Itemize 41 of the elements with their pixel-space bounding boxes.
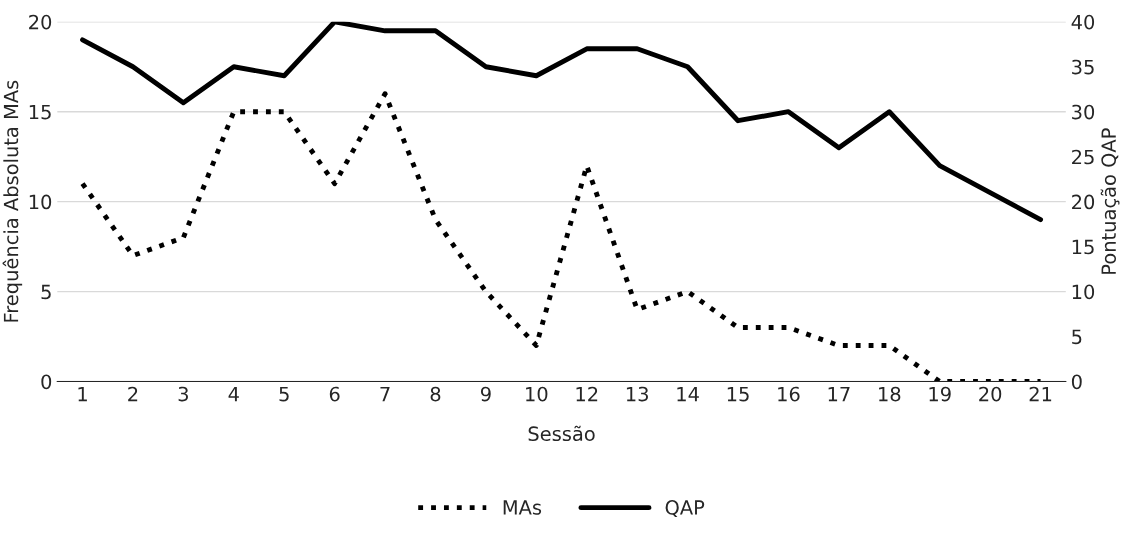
x-axis-title: Sessão [528, 425, 595, 442]
y2-axis-title: Pontuação QAP [1100, 128, 1120, 274]
x-tick-label: 12 [576, 386, 598, 402]
x-tick-label: 4 [228, 386, 239, 402]
x-tick-label: 21 [1029, 386, 1052, 402]
x-tick-label: 7 [380, 386, 390, 402]
y-tick-label: 20 [29, 14, 52, 30]
legend-label: QAP [665, 500, 705, 517]
y2-tick-label: 35 [1072, 59, 1094, 75]
y-tick-label: 10 [29, 194, 52, 210]
y-tick-label: 0 [41, 374, 52, 390]
x-tick-label: 14 [677, 386, 699, 402]
y2-tick-label: 20 [1072, 194, 1095, 210]
x-tick-label: 3 [178, 386, 188, 402]
y-tick-label: 15 [29, 104, 51, 120]
legend-label: MAs [503, 500, 542, 515]
x-tick-label: 13 [626, 386, 648, 402]
x-tick-label: 1 [78, 386, 87, 402]
x-tick-label: 19 [929, 386, 951, 402]
y2-tick-label: 25 [1072, 149, 1094, 165]
x-tick-label: 6 [329, 386, 340, 402]
x-tick-label: 9 [480, 386, 491, 402]
y2-tick-label: 0 [1071, 374, 1082, 390]
x-tick-label: 10 [526, 386, 548, 402]
y2-tick-label: 10 [1072, 284, 1095, 300]
x-tick-label: 17 [828, 386, 850, 402]
y-tick-label: 5 [41, 284, 51, 300]
x-tick-label: 16 [778, 386, 800, 402]
y2-tick-label: 30 [1072, 104, 1095, 120]
x-tick-label: 2 [128, 386, 138, 402]
y2-tick-label: 15 [1072, 239, 1094, 255]
line-series [80, 21, 1043, 223]
y2-tick-label: 40 [1071, 14, 1095, 30]
x-tick-label: 18 [879, 386, 901, 402]
x-tick-label: 20 [979, 386, 1002, 402]
x-tick-label: 8 [430, 386, 441, 402]
y2-tick-label: 5 [1072, 329, 1082, 345]
y-axis-title: Frequência Absoluta MAs [2, 80, 23, 322]
line-series [80, 91, 1043, 382]
x-tick-label: 15 [727, 386, 749, 402]
x-tick-label: 5 [279, 386, 289, 402]
